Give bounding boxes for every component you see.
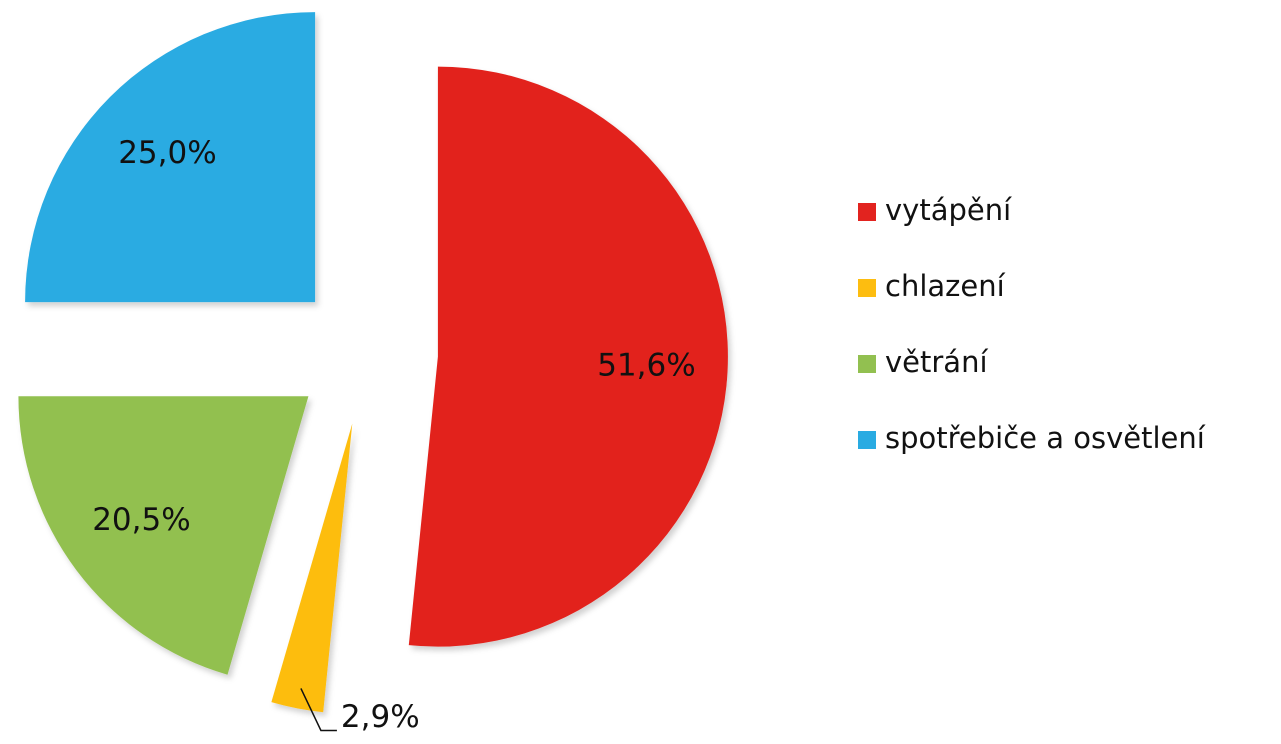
legend-swatch: [858, 431, 876, 449]
legend-swatch: [858, 355, 876, 373]
legend-label: větrání: [885, 345, 988, 379]
pie-slice: [25, 12, 316, 303]
pie-slice: [408, 66, 728, 647]
data-label: 20,5%: [92, 502, 190, 538]
pie: 51,6% 2,9% 20,5% 25,0%: [18, 12, 728, 735]
legend-label: vytápění: [885, 193, 1012, 227]
pie-slice: [18, 396, 309, 675]
legend-swatch: [858, 203, 876, 221]
data-label: 2,9%: [341, 699, 420, 735]
legend-label: spotřebiče a osvětlení: [885, 421, 1206, 455]
legend: vytápění chlazení větrání spotřebiče a osvě…: [858, 193, 1206, 455]
data-label: 25,0%: [118, 135, 216, 171]
pie-slice: [271, 423, 353, 713]
legend-label: chlazení: [885, 269, 1006, 303]
leader-line: [300, 688, 337, 732]
legend-swatch: [858, 279, 876, 297]
data-label: 51,6%: [597, 348, 695, 384]
